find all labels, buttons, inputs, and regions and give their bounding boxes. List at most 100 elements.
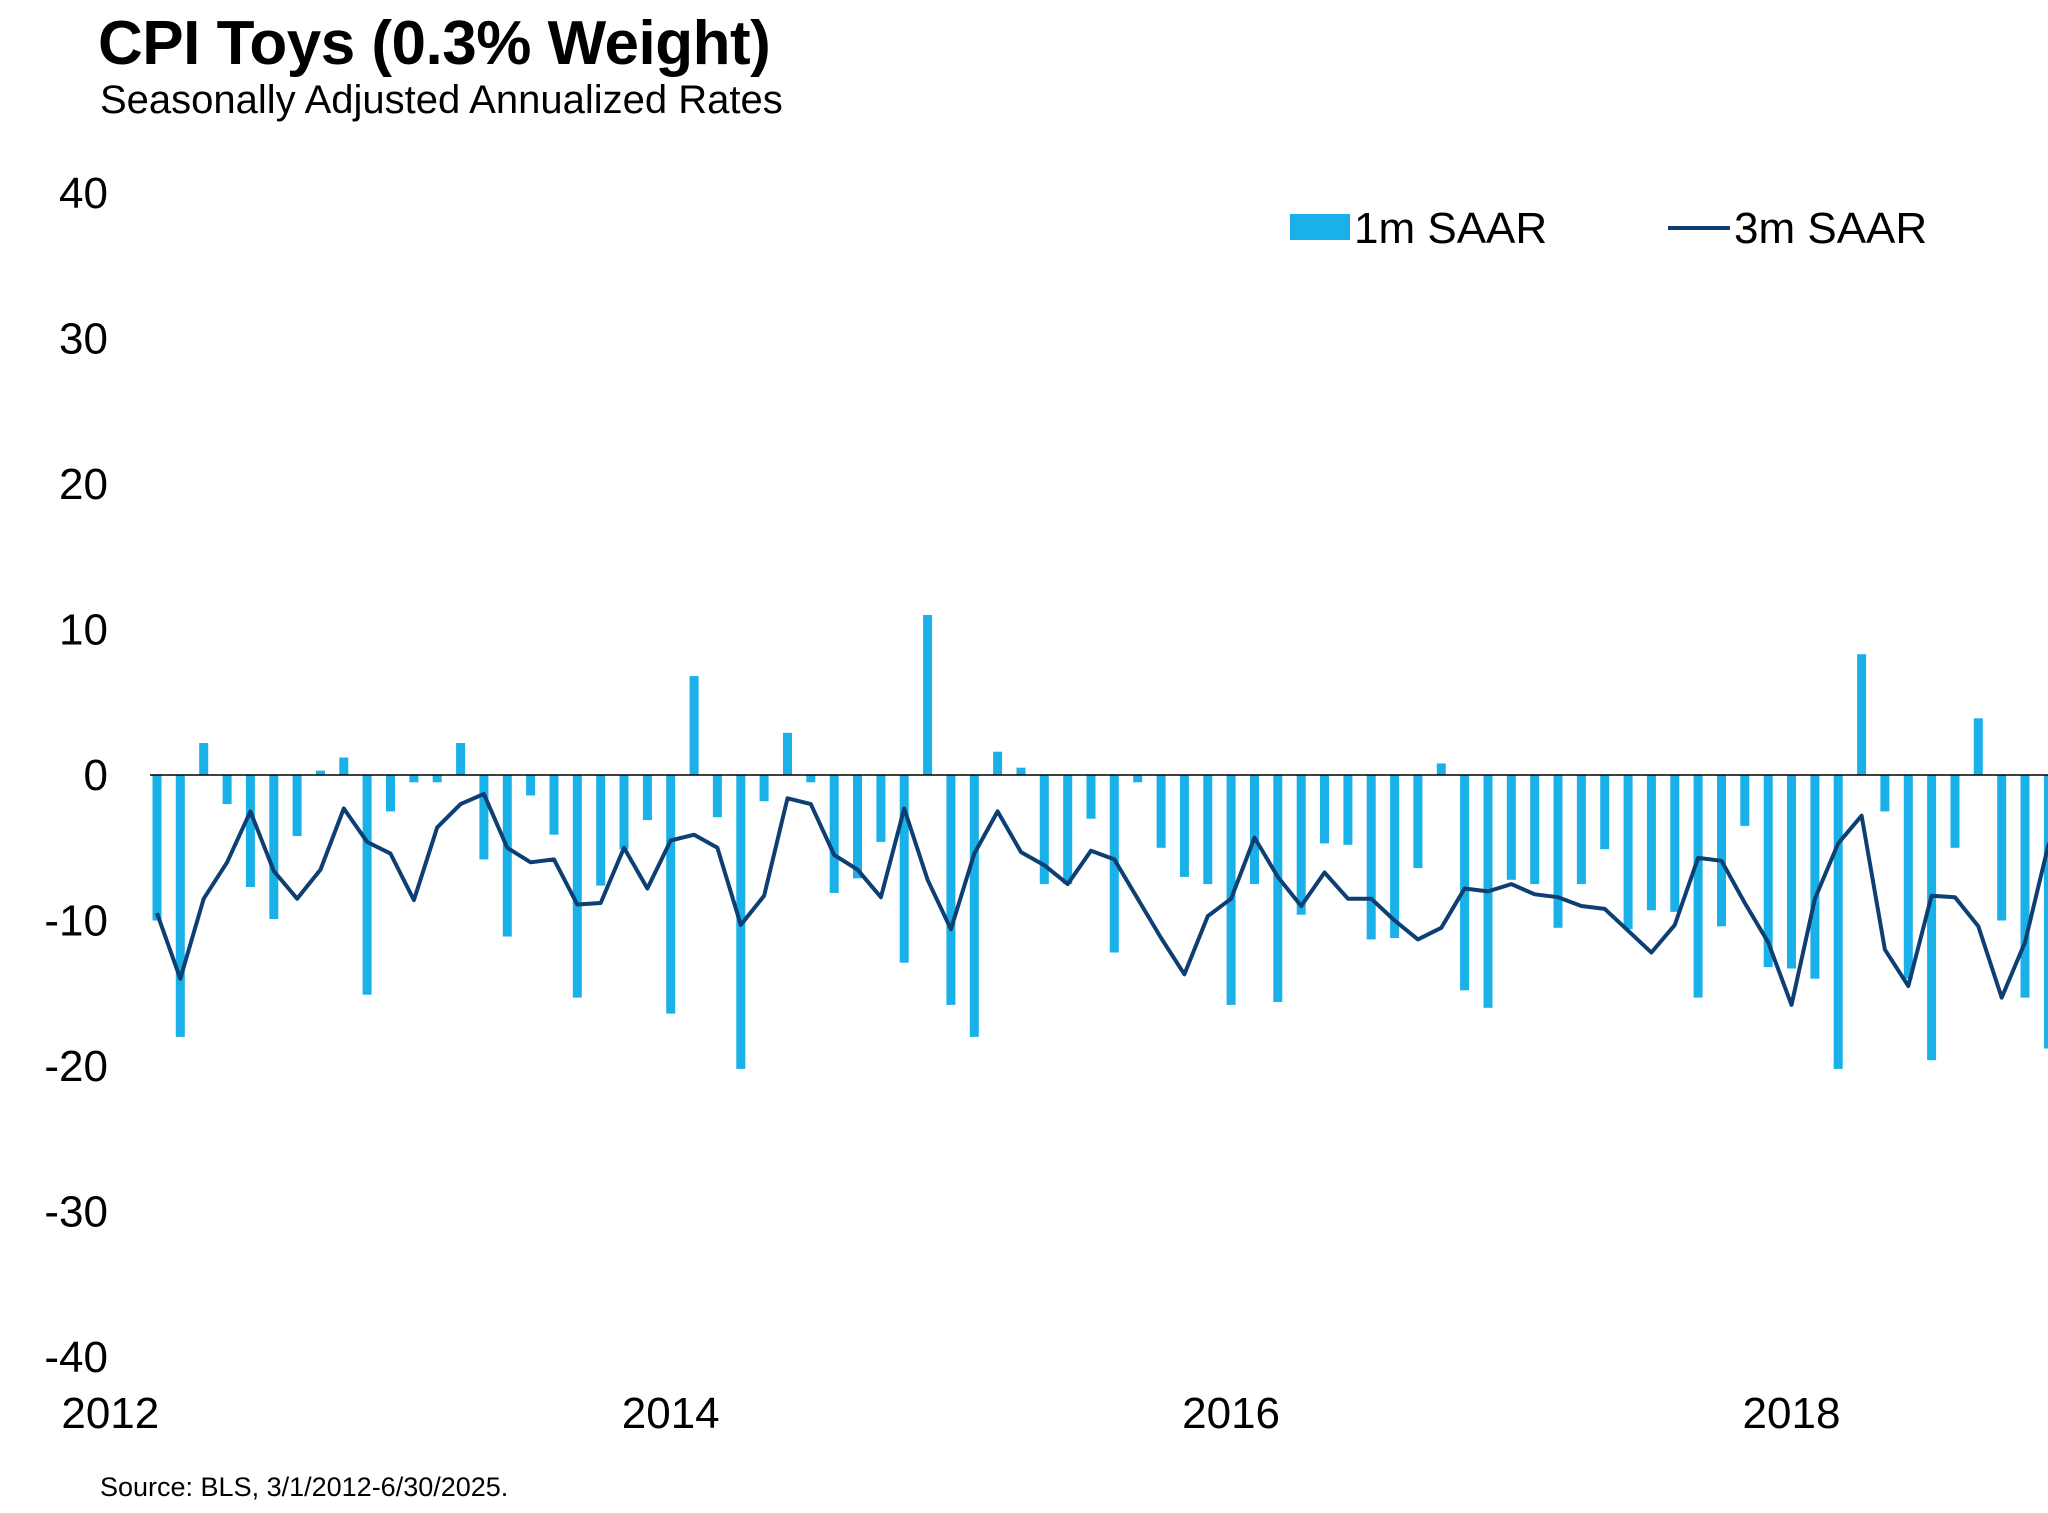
bar-1m-saar — [1133, 775, 1143, 783]
bar-1m-saar — [1109, 775, 1119, 953]
bar-1m-saar — [1413, 775, 1423, 869]
bar-1m-saar — [1833, 775, 1843, 1069]
y-tick-label: 10 — [59, 606, 108, 655]
bar-1m-saar — [292, 775, 302, 837]
bar-1m-saar — [666, 775, 676, 1014]
line-series-3m-saar — [155, 791, 2048, 1007]
y-tick-label: -40 — [44, 1333, 108, 1382]
bar-1m-saar — [853, 775, 862, 879]
bar-1m-saar — [362, 775, 372, 995]
bar-1m-saar — [783, 732, 792, 775]
bar-1m-saar — [1576, 775, 1586, 885]
bar-1m-saar — [1156, 775, 1166, 848]
y-axis: 40 30 20 10 0 -10 -20 -30 -40 — [44, 169, 108, 1382]
bar-1m-saar — [993, 751, 1003, 775]
legend-bar-swatch — [1290, 214, 1350, 240]
bar-1m-saar — [1670, 775, 1680, 912]
bar-1m-saar — [1226, 775, 1236, 1005]
bar-1m-saar — [596, 775, 606, 886]
bar-1m-saar — [1646, 775, 1656, 911]
bar-1m-saar — [1927, 775, 1937, 1061]
y-tick-label: -20 — [44, 1042, 108, 1091]
bar-1m-saar — [1296, 775, 1306, 915]
y-tick-label: 20 — [59, 460, 108, 509]
bar-1m-saar — [946, 775, 956, 1005]
bar-1m-saar — [479, 775, 489, 860]
bar-1m-saar — [1179, 775, 1189, 877]
bar-1m-saar — [1203, 775, 1213, 885]
bar-1m-saar — [1763, 775, 1773, 968]
bar-1m-saar — [316, 770, 325, 775]
bar-1m-saar — [409, 775, 419, 783]
legend-line-label: 3m SAAR — [1734, 204, 1927, 253]
bar-1m-saar — [175, 775, 185, 1037]
bar-1m-saar — [1857, 654, 1867, 775]
bar-1m-saar — [222, 775, 232, 805]
bar-1m-saar — [339, 757, 349, 775]
bar-1m-saar — [456, 743, 466, 775]
bar-1m-saar — [1997, 775, 2007, 921]
x-axis: 2012201420162018202020222024 — [61, 1389, 1841, 1438]
bar-1m-saar — [619, 775, 629, 850]
bar-1m-saar — [829, 775, 839, 893]
bar-1m-saar — [152, 775, 162, 921]
chart-title: CPI Toys (0.3% Weight) — [98, 9, 771, 78]
bar-1m-saar — [502, 775, 512, 937]
bar-1m-saar — [1086, 775, 1096, 819]
bar-1m-saar — [269, 775, 279, 919]
bar-1m-saar — [549, 775, 559, 835]
bar-1m-saar — [1063, 775, 1073, 885]
chart-subtitle: Seasonally Adjusted Annualized Rates — [100, 78, 783, 122]
bar-1m-saar — [2043, 775, 2048, 1049]
bar-1m-saar — [1390, 775, 1400, 938]
bar-1m-saar — [1039, 775, 1049, 885]
x-tick-label: 2018 — [1743, 1389, 1841, 1438]
bar-1m-saar — [1016, 767, 1026, 775]
bar-1m-saar — [1903, 775, 1913, 979]
x-tick-label: 2014 — [622, 1389, 720, 1438]
source-note: Source: BLS, 3/1/2012-6/30/2025. — [100, 1472, 509, 1502]
bar-1m-saar — [759, 775, 769, 802]
bar-1m-saar — [923, 615, 933, 776]
bar-1m-saar — [1950, 775, 1960, 848]
bar-1m-saar — [1693, 775, 1703, 998]
bar-1m-saar — [1250, 775, 1259, 885]
bar-1m-saar — [2020, 775, 2030, 998]
bar-1m-saar — [1553, 775, 1563, 928]
bar-1m-saar — [1273, 775, 1283, 1002]
legend-bar-label: 1m SAAR — [1354, 204, 1547, 253]
x-tick-label: 2016 — [1182, 1389, 1280, 1438]
bar-1m-saar — [712, 775, 722, 818]
bar-1m-saar — [642, 775, 652, 821]
bar-1m-saar — [1343, 775, 1353, 845]
bar-series-1m-saar — [152, 615, 2048, 1069]
x-tick-label: 2012 — [61, 1389, 159, 1438]
bar-1m-saar — [1530, 775, 1540, 885]
bar-1m-saar — [1740, 775, 1750, 826]
bar-1m-saar — [1366, 775, 1376, 940]
bar-1m-saar — [1973, 718, 1983, 775]
y-tick-label: 30 — [59, 315, 108, 364]
bar-1m-saar — [689, 676, 699, 775]
bar-1m-saar — [1880, 775, 1890, 812]
bar-1m-saar — [386, 775, 395, 812]
bar-1m-saar — [572, 775, 582, 998]
bar-1m-saar — [806, 775, 816, 783]
bar-1m-saar — [1623, 775, 1633, 930]
y-tick-label: -10 — [44, 897, 108, 946]
bar-1m-saar — [1717, 775, 1726, 927]
bar-1m-saar — [1600, 775, 1610, 850]
legend: 1m SAAR 3m SAAR — [1290, 204, 1927, 253]
y-tick-label: -30 — [44, 1188, 108, 1237]
bar-1m-saar — [969, 775, 979, 1037]
y-tick-label: 40 — [59, 169, 108, 218]
bar-1m-saar — [1320, 775, 1329, 844]
bar-1m-saar — [432, 775, 442, 783]
bar-1m-saar — [1506, 775, 1516, 880]
bar-1m-saar — [526, 775, 536, 796]
bar-1m-saar — [1460, 775, 1470, 991]
bar-1m-saar — [199, 743, 209, 775]
bar-1m-saar — [876, 775, 886, 842]
bar-1m-saar — [1810, 775, 1820, 979]
